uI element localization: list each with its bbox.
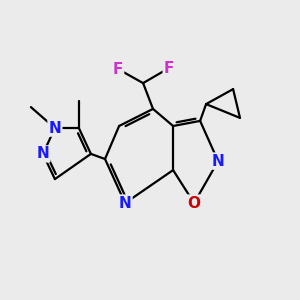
Text: O: O xyxy=(188,196,201,211)
Text: F: F xyxy=(113,61,123,76)
Text: N: N xyxy=(212,154,224,169)
Text: N: N xyxy=(37,146,49,161)
Text: F: F xyxy=(164,61,174,76)
Text: N: N xyxy=(119,196,131,211)
Text: N: N xyxy=(49,121,61,136)
